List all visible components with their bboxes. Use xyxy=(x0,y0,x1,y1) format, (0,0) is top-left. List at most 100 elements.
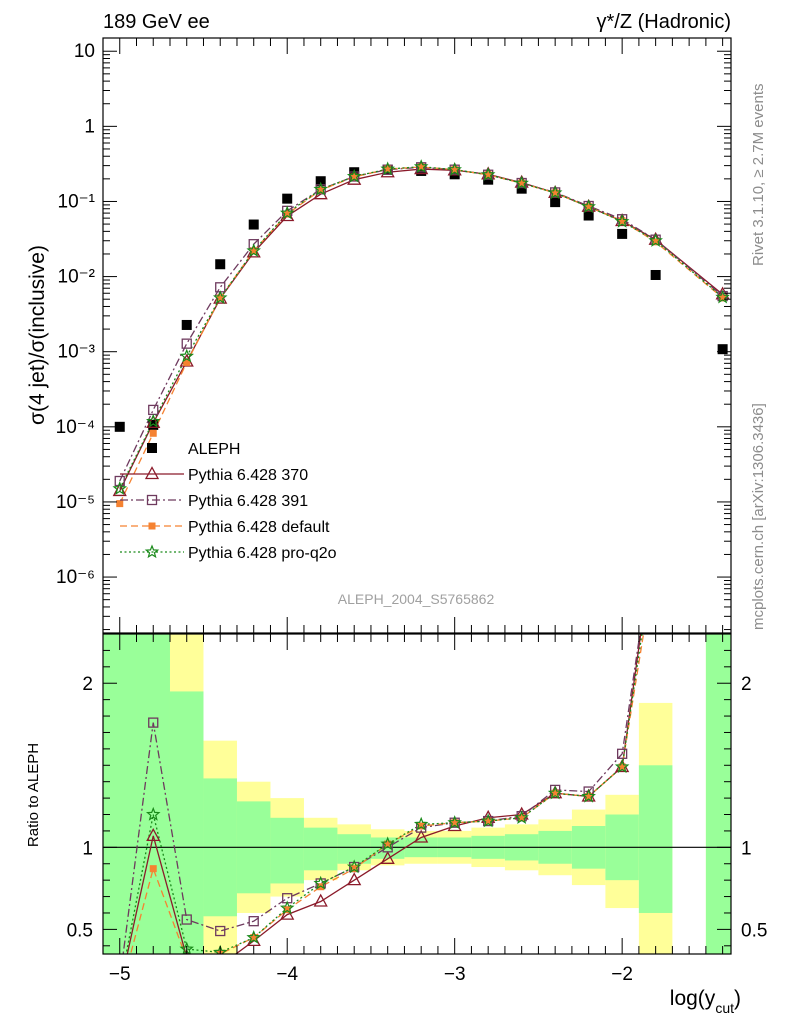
ratio-series-point xyxy=(346,859,362,874)
ratio-series-point xyxy=(350,865,358,873)
main-series-point xyxy=(648,233,663,247)
aleph-data-point xyxy=(583,210,594,221)
header-right: γ*/Z (Hadronic) xyxy=(597,11,731,33)
aleph-data-point xyxy=(717,344,728,355)
ratio-series-point xyxy=(380,836,395,851)
ratio-y-tick-label-right: 1 xyxy=(741,838,752,859)
legend-entry-label: Pythia 6.428 370 xyxy=(188,467,308,484)
ratio-bands xyxy=(103,634,731,954)
main-y-tick-label: 10⁻¹ xyxy=(58,191,96,212)
ratio-series-markers xyxy=(116,523,661,999)
ratio-band-green xyxy=(169,691,204,954)
main-series-point xyxy=(413,159,429,173)
main-y-tick-label: 10 xyxy=(74,41,95,62)
ratio-series-point xyxy=(313,893,328,907)
main-series-point xyxy=(380,161,395,176)
main-frame xyxy=(102,37,732,634)
ratio-series-point xyxy=(618,763,626,771)
main-series-point xyxy=(518,179,526,187)
ratio-y-tick-label-right: 0.5 xyxy=(741,920,767,941)
main-series-point xyxy=(382,164,393,175)
ratio-series-point xyxy=(215,925,226,937)
main-series-point xyxy=(614,213,630,228)
aleph-data-point xyxy=(650,269,661,280)
ratio-series-point xyxy=(547,785,563,800)
main-series-point xyxy=(346,168,362,183)
ratio-series-point xyxy=(183,955,190,962)
ratio-series-point xyxy=(116,992,123,999)
axis-tick-labels: 10⁻⁶ 10⁻⁵ 10⁻⁴ 10⁻³ 10⁻² 10⁻¹ 1 10 −5 −4 −3 −2 0.5 0.… xyxy=(56,41,768,985)
main-series-point xyxy=(447,162,462,176)
ratio-series-point xyxy=(651,523,660,532)
main-series-point xyxy=(585,203,593,211)
main-series-point xyxy=(451,166,459,174)
x-tick-label: −2 xyxy=(611,964,633,985)
ratio-series-point xyxy=(417,822,425,830)
analysis-watermark: ALEPH_2004_S5765862 xyxy=(338,591,495,607)
ratio-series-point xyxy=(148,717,159,728)
ratio-series-point xyxy=(447,815,462,829)
ratio-band-green xyxy=(136,634,170,954)
aleph-data-point xyxy=(315,176,326,187)
main-series-point xyxy=(181,338,192,349)
ratio-band-green xyxy=(270,817,304,884)
ratio-series-point xyxy=(248,916,259,927)
ratio-series-point xyxy=(616,748,628,759)
main-y-tick-label: 10⁻⁴ xyxy=(56,417,95,438)
legend-entry-label: Pythia 6.428 pro-q2o xyxy=(188,545,337,562)
main-series-point xyxy=(581,199,596,213)
ratio-ylabel: Ratio to ALEPH xyxy=(25,743,42,847)
main-series-point xyxy=(116,500,124,508)
legend-entry-label: ALEPH xyxy=(188,441,240,458)
ratio-series-point xyxy=(652,555,659,562)
main-series-point xyxy=(719,294,727,302)
ratio-series-point xyxy=(551,789,559,797)
ratio-series-point xyxy=(414,829,429,843)
main-series-point xyxy=(313,181,328,196)
ratio-band-green xyxy=(638,765,673,913)
main-series-point xyxy=(547,185,563,200)
main-series-point xyxy=(149,429,157,437)
main-series-point xyxy=(514,175,529,190)
ratio-series-point xyxy=(214,959,226,970)
legend-marker-aleph xyxy=(147,443,157,453)
main-series-point xyxy=(145,413,161,428)
ratio-series-point xyxy=(250,934,258,942)
main-series-point xyxy=(350,173,358,181)
ratio-y-tick-label-right: 2 xyxy=(741,674,752,695)
ratio-series-point xyxy=(146,827,161,841)
main-series-point xyxy=(246,243,261,258)
aleph-data-point xyxy=(215,259,226,270)
ratio-band-green xyxy=(705,634,731,954)
main-series-point xyxy=(279,205,295,220)
main-y-tick-label: 10⁻³ xyxy=(58,342,96,363)
main-series-point xyxy=(317,186,325,194)
main-series-point xyxy=(652,238,660,246)
ratio-series-point xyxy=(484,817,492,825)
main-series-point xyxy=(715,289,730,304)
ratio-band-green xyxy=(103,634,137,954)
ratio-series-point xyxy=(585,792,593,800)
ratio-series-point xyxy=(650,536,661,547)
ratio-series-point xyxy=(581,788,596,803)
main-series-point xyxy=(417,163,425,171)
main-series-point xyxy=(114,475,125,487)
legend-entry-label: Pythia 6.428 default xyxy=(188,519,330,536)
aleph-data-point xyxy=(416,165,427,176)
main-y-tick-label: 10⁻² xyxy=(58,267,96,288)
ratio-series-point xyxy=(279,900,295,915)
aleph-data-point xyxy=(550,197,561,208)
ratio-y-tick-label-left: 1 xyxy=(82,838,93,859)
main-series-point xyxy=(183,358,191,366)
main-series-markers xyxy=(112,159,730,508)
header-left: 189 GeV ee xyxy=(103,11,210,33)
main-series-point xyxy=(212,290,228,305)
ratio-y-tick-label-left: 2 xyxy=(82,674,93,695)
ratio-series-point xyxy=(246,929,261,944)
x-tick-label: −4 xyxy=(276,964,298,985)
ratio-series-point xyxy=(347,872,362,886)
ratio-series-point xyxy=(384,840,392,848)
main-y-tick-label: 10⁻⁶ xyxy=(56,567,95,588)
